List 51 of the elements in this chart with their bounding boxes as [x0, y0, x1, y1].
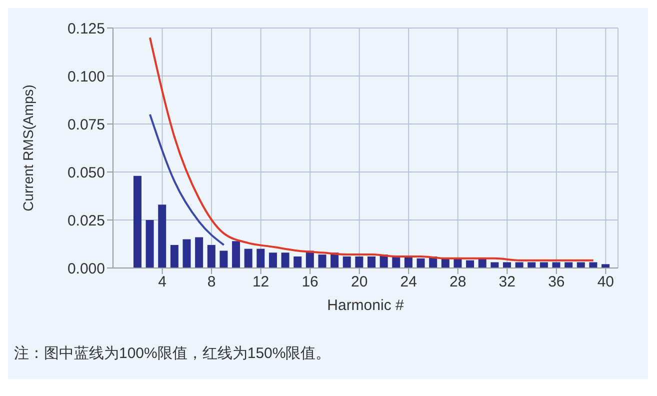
x-axis-title: Harmonic # — [327, 297, 404, 314]
bar — [540, 262, 548, 268]
bar — [182, 239, 191, 268]
bar — [232, 241, 240, 268]
y-tick-label: 0.050 — [67, 164, 105, 182]
x-tick-label: 36 — [548, 274, 565, 291]
bar — [244, 248, 252, 268]
x-tick-label: 24 — [400, 274, 417, 291]
y-tick-label: 0.075 — [67, 116, 105, 134]
bar — [502, 262, 511, 268]
x-tick-label: 40 — [597, 274, 614, 291]
bar — [368, 256, 376, 268]
x-tick-label: 32 — [498, 274, 516, 291]
bar — [294, 256, 302, 268]
y-tick-label: 0.025 — [67, 212, 105, 230]
bar — [146, 220, 154, 268]
bar — [170, 244, 178, 268]
bar — [528, 262, 536, 268]
x-tick-label: 4 — [158, 274, 166, 291]
bar — [490, 262, 499, 268]
bar — [268, 252, 277, 268]
bar — [552, 262, 560, 268]
y-axis-title: Current RMS(Amps) — [20, 84, 36, 212]
bar — [133, 176, 142, 268]
x-tick-label: 20 — [351, 274, 368, 291]
bar — [158, 204, 166, 268]
y-tick-label: 0.100 — [67, 68, 105, 86]
bar — [281, 252, 290, 268]
bar — [318, 254, 326, 268]
bar — [195, 237, 204, 268]
bar — [207, 244, 216, 268]
line-series — [148, 36, 594, 262]
bar — [576, 262, 585, 268]
bar — [602, 264, 610, 268]
bar — [220, 250, 228, 268]
bar — [416, 258, 425, 268]
x-tick-label: 28 — [450, 274, 466, 291]
bar — [466, 260, 474, 268]
bar — [589, 262, 598, 268]
y-tick-label: 0.000 — [67, 260, 105, 278]
text: 注：图中蓝线为100%限值，红线为150%限值。 — [13, 344, 332, 364]
bar — [342, 256, 351, 268]
x-tick-label: 16 — [302, 274, 318, 291]
y-tick-label: 0.125 — [67, 20, 105, 38]
x-tick-label: 12 — [252, 274, 270, 291]
line-series — [148, 113, 225, 246]
bar — [564, 262, 573, 268]
bar — [256, 248, 265, 268]
bar — [355, 256, 364, 268]
x-tick-label: 8 — [207, 274, 216, 291]
bar — [515, 262, 524, 268]
